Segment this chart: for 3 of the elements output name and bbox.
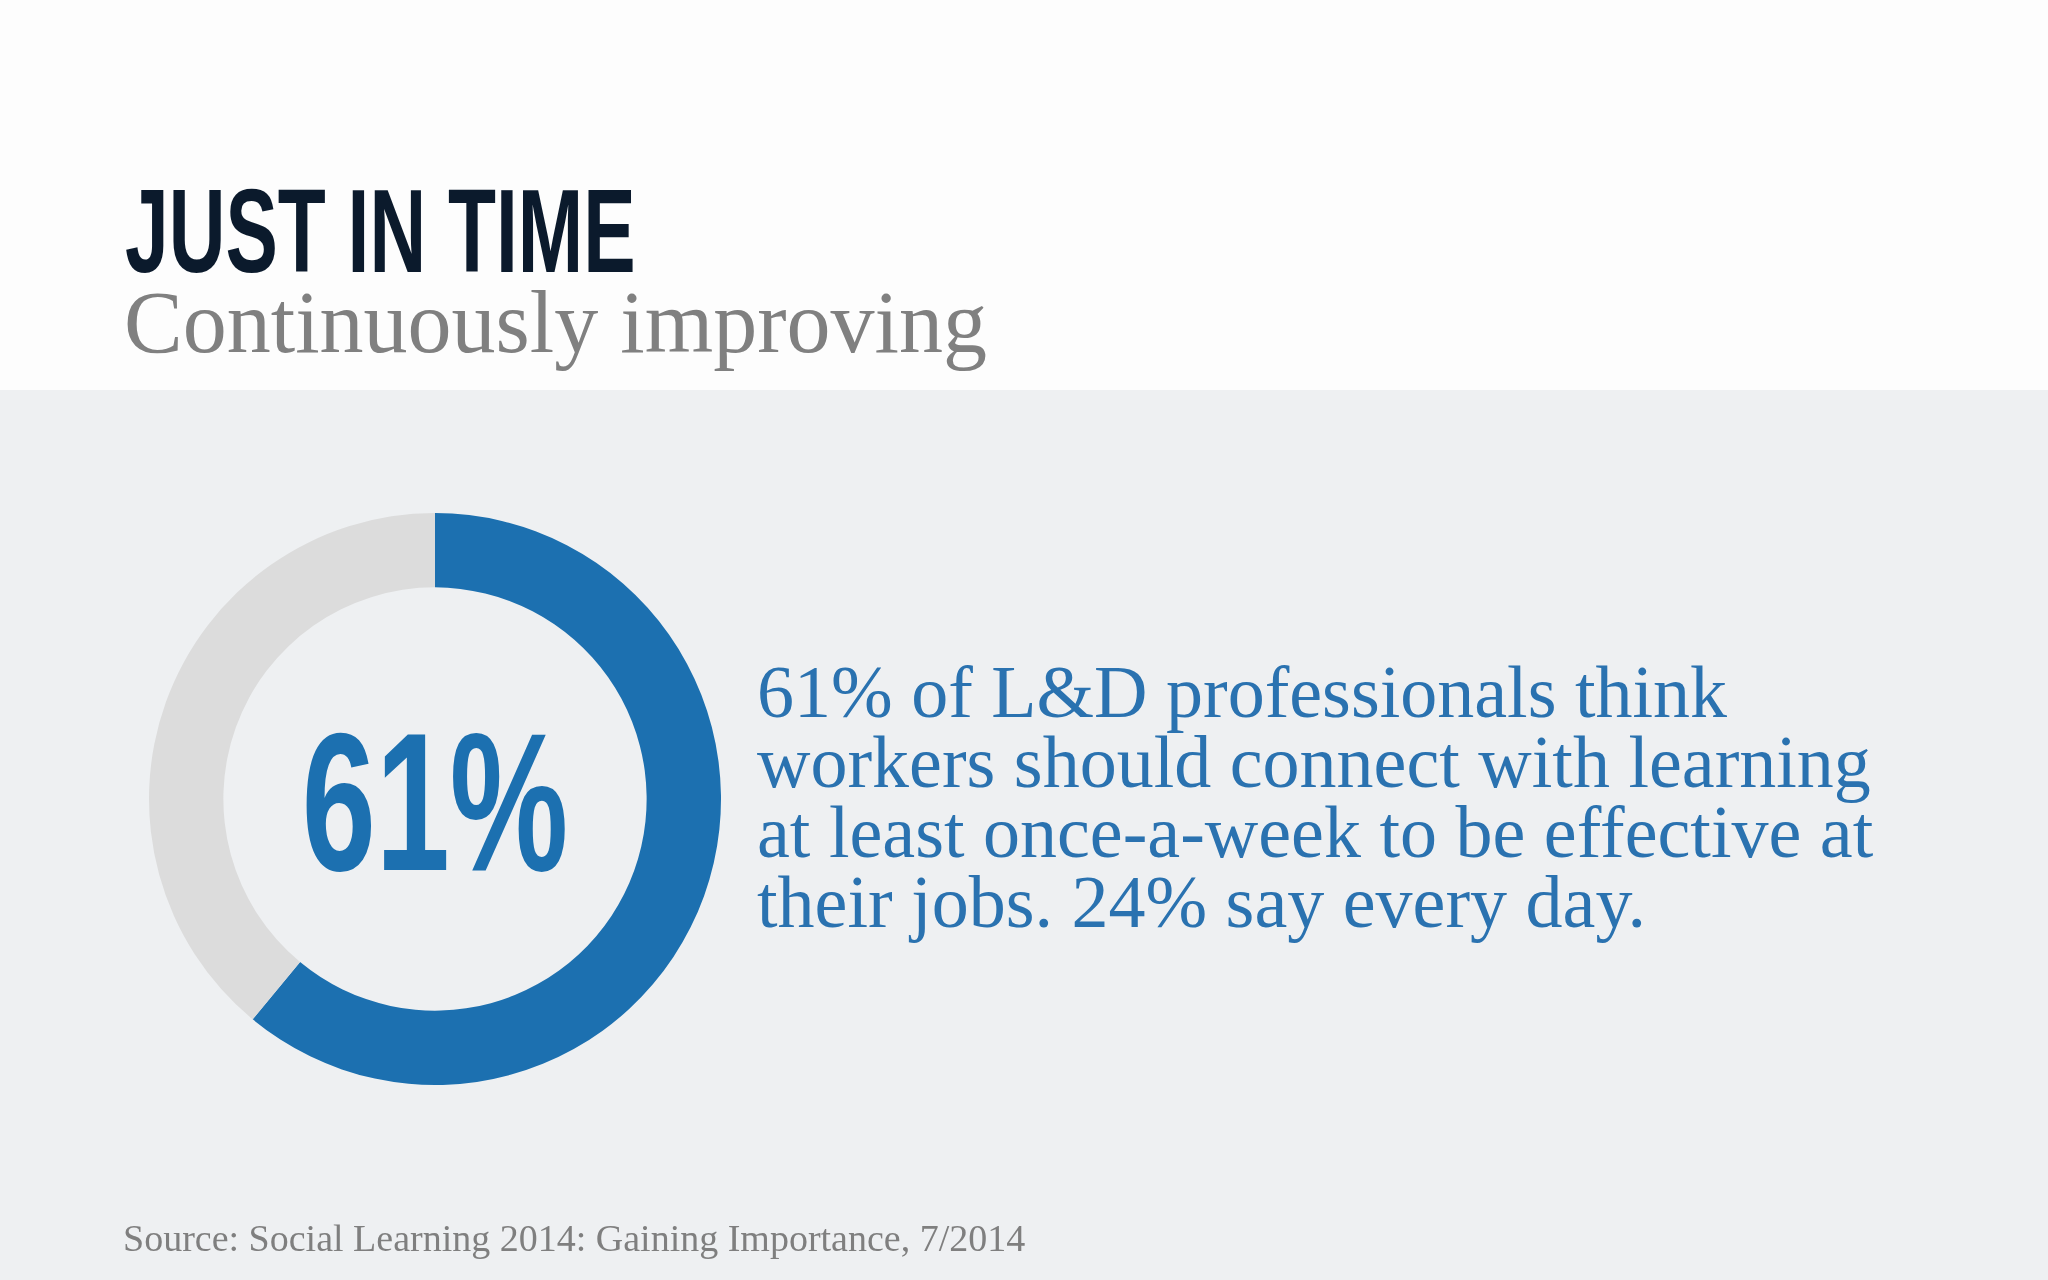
data-label: 61% (301, 692, 568, 913)
text: 61% of L&D professionals think workers should connect with learning at least once-a-week to be effective at their jobs. 24% say every day. (757, 651, 1875, 943)
source-note: Source: Social Learning 2014: Gaining Importance, 7/2014 (123, 1217, 1026, 1259)
